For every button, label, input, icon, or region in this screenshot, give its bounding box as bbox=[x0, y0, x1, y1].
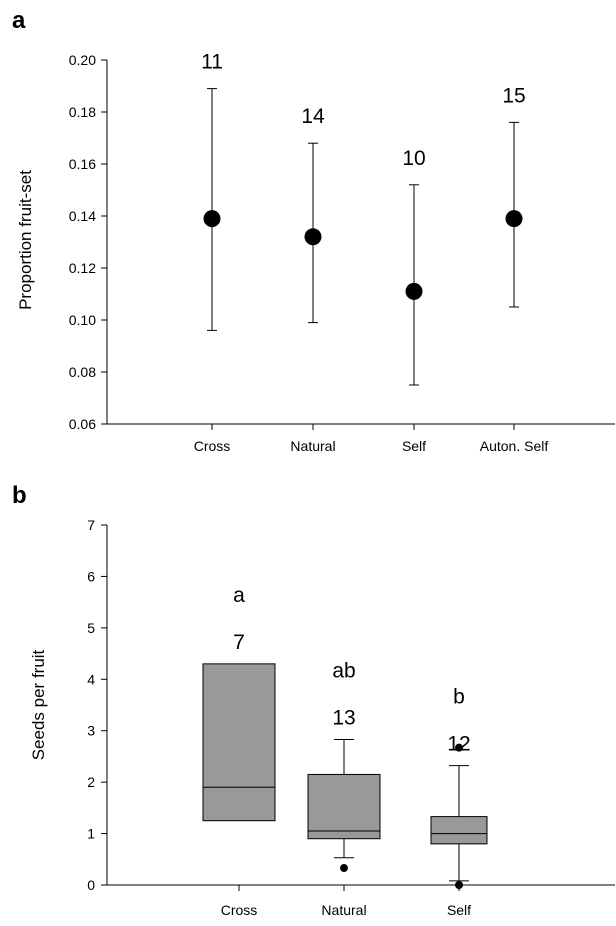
panel-a-x-tick-label: Natural bbox=[290, 438, 335, 454]
panel-b-y-tick-label: 2 bbox=[87, 774, 95, 790]
panel-b-x-tick-label: Natural bbox=[321, 902, 366, 918]
panel-b-y-tick-label: 0 bbox=[87, 877, 95, 893]
panel-a-data-point bbox=[203, 210, 221, 228]
panel-a-letter: a bbox=[12, 7, 26, 34]
panel-a-y-tick-label: 0.16 bbox=[69, 156, 96, 172]
panel-b-significance-letter: ab bbox=[332, 659, 355, 682]
panel-b-sample-size-label: 13 bbox=[332, 706, 355, 729]
panel-a-data-point bbox=[405, 282, 423, 300]
panel-b-box bbox=[430, 816, 488, 845]
panel-a-sample-size-label: 11 bbox=[201, 51, 223, 74]
panel-b-box bbox=[202, 663, 276, 822]
panel-a-y-tick-label: 0.12 bbox=[69, 260, 96, 276]
panel-b-box bbox=[307, 773, 381, 840]
panel-b-significance-letter: a bbox=[233, 584, 245, 607]
panel-a-data-point bbox=[304, 228, 322, 246]
panel-b-x-tick-label: Self bbox=[447, 902, 471, 918]
panel-a-y-axis-label: Proportion fruit-set bbox=[16, 170, 35, 310]
panel-b-y-tick-label: 5 bbox=[87, 620, 95, 636]
panel-a-x-tick-label: Auton. Self bbox=[480, 438, 549, 454]
panel-b-y-tick-label: 4 bbox=[87, 671, 95, 687]
panel-a-y-tick-label: 0.14 bbox=[69, 208, 96, 224]
panel-a-y-tick-label: 0.18 bbox=[69, 104, 96, 120]
panel-b-outlier-point bbox=[340, 864, 348, 873]
panel-a-plot: 0.06 0.08 0.10 0.12 0.14 0.16 0.18 0.20 Cross 11 N… bbox=[69, 51, 615, 454]
panel-b-x-tick-label: Cross bbox=[221, 902, 258, 918]
panel-a-y-tick-label: 0.20 bbox=[69, 52, 96, 68]
panel-a-x-tick-label: Cross bbox=[194, 438, 231, 454]
panel-a-data-point bbox=[505, 210, 523, 228]
panel-b-outlier-point bbox=[455, 881, 463, 889]
panel-b-y-axis-label: Seeds per fruit bbox=[29, 649, 48, 760]
panel-b-letter: b bbox=[12, 482, 27, 509]
panel-a-x-tick-label: Self bbox=[402, 438, 426, 454]
panel-a-sample-size-label: 15 bbox=[502, 84, 525, 107]
panel-b-y-tick-label: 6 bbox=[87, 568, 95, 584]
panel-b-y-tick-label: 1 bbox=[87, 826, 95, 842]
panel-b-sample-size-label: 12 bbox=[447, 733, 470, 756]
panel-a-sample-size-label: 10 bbox=[402, 147, 425, 170]
panel-a-sample-size-label: 14 bbox=[301, 105, 325, 128]
panel-b-y-tick-label: 3 bbox=[87, 723, 95, 739]
panel-a-y-tick-label: 0.10 bbox=[69, 312, 96, 328]
panel-a-y-tick-label: 0.08 bbox=[69, 364, 96, 380]
panel-b-y-tick-label: 7 bbox=[87, 517, 95, 533]
panel-b-significance-letter: b bbox=[453, 686, 465, 709]
panel-b-sample-size-label: 7 bbox=[233, 631, 245, 654]
panel-a-y-tick-label: 0.06 bbox=[69, 416, 96, 432]
panel-b-outlier-point bbox=[455, 743, 463, 752]
